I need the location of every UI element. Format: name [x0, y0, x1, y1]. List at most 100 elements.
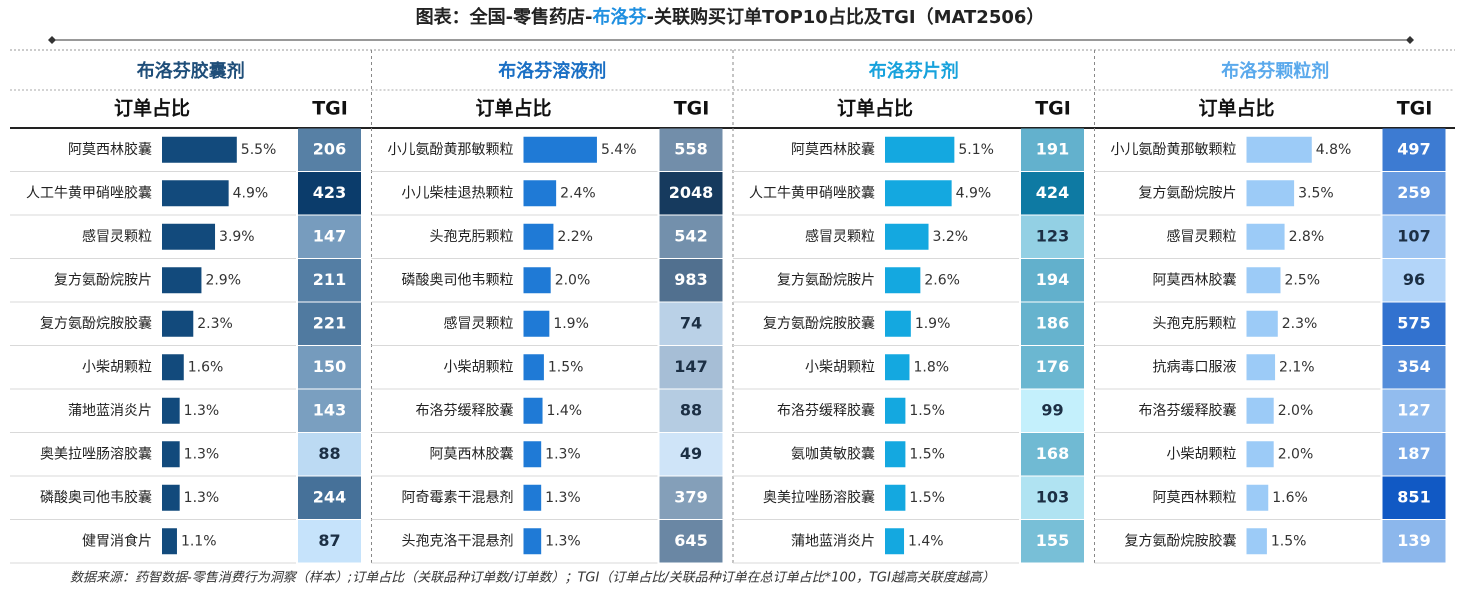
value-label: 2.0% [555, 272, 591, 288]
value-label: 2.3% [1282, 316, 1318, 332]
tgi-header: TGI [674, 98, 710, 120]
tgi-label: 558 [674, 139, 707, 158]
category-label: 小柴胡颗粒 [1167, 446, 1237, 462]
tgi-label: 139 [1397, 531, 1430, 550]
tgi-cell [659, 520, 723, 563]
bar [885, 310, 911, 337]
tgi-label: 96 [1403, 270, 1425, 289]
tgi-label: 155 [1036, 531, 1069, 550]
bar [523, 180, 557, 207]
tgi-label: 244 [313, 487, 346, 506]
bar [523, 223, 554, 250]
tgi-cell [1382, 302, 1446, 345]
tgi-cell [1021, 215, 1084, 258]
tgi-cell [1021, 302, 1084, 345]
tgi-label: 168 [1036, 444, 1069, 463]
category-label: 阿莫西林胶囊 [68, 141, 152, 158]
tgi-cell [1021, 259, 1084, 302]
value-label: 5.4% [601, 142, 637, 158]
value-label: 2.2% [557, 229, 593, 245]
tgi-label: 542 [674, 226, 707, 245]
bar [885, 223, 929, 250]
tgi-cell [298, 128, 361, 171]
bar [1246, 397, 1274, 424]
tgi-label: 194 [1036, 270, 1069, 289]
category-label: 小儿氨酚黄那敏颗粒 [388, 141, 514, 158]
bar [1246, 484, 1269, 511]
category-label: 奥美拉唑肠溶胶囊 [763, 489, 875, 506]
bar [885, 441, 906, 468]
tgi-label: 147 [313, 226, 346, 245]
bar [885, 528, 905, 555]
bar [885, 354, 910, 381]
tgi-cell [1021, 520, 1084, 563]
category-label: 小柴胡颗粒 [805, 359, 875, 375]
tgi-label: 221 [313, 313, 346, 332]
tgi-label: 123 [1036, 226, 1069, 245]
value-label: 5.1% [958, 142, 994, 158]
tgi-label: 74 [680, 313, 702, 332]
category-label: 阿莫西林胶囊 [791, 141, 875, 158]
bar [162, 310, 194, 337]
category-label: 头孢克肟颗粒 [430, 229, 514, 245]
tgi-label: 143 [313, 400, 346, 419]
panel-title: 布洛芬溶液剂 [498, 60, 606, 82]
title-part: -关联购买订单TOP10占比及TGI（MAT2506） [647, 6, 1045, 28]
tgi-cell [1021, 172, 1084, 215]
value-label: 1.4% [547, 403, 583, 419]
title-highlight: 布洛芬 [593, 6, 648, 28]
value-label: 2.1% [1279, 359, 1315, 375]
value-label: 4.9% [233, 185, 269, 201]
tgi-cell [1021, 346, 1084, 389]
value-label: 2.0% [1278, 403, 1314, 419]
tgi-cell [1382, 389, 1446, 432]
tgi-header: TGI [1035, 98, 1071, 120]
bar [885, 180, 952, 207]
tgi-label: 127 [1397, 400, 1430, 419]
value-label: 2.9% [205, 272, 241, 288]
tgi-label: 645 [674, 531, 707, 550]
category-label: 复方氨酚烷胺胶囊 [1125, 532, 1237, 549]
category-label: 抗病毒口服液 [1153, 359, 1237, 375]
bar [1246, 441, 1274, 468]
tgi-label: 107 [1397, 226, 1430, 245]
value-label: 1.4% [908, 533, 944, 549]
panel-title: 布洛芬片剂 [869, 60, 959, 82]
tgi-label: 206 [313, 139, 346, 158]
bar [523, 441, 542, 468]
tgi-header: TGI [312, 98, 348, 120]
category-label: 感冒灵颗粒 [444, 315, 514, 332]
bar [885, 484, 906, 511]
bar [162, 136, 237, 163]
bar [1246, 223, 1285, 250]
category-label: 布洛芬缓释胶囊 [1139, 402, 1237, 419]
value-label: 1.3% [184, 490, 220, 506]
value-label: 2.0% [1278, 446, 1314, 462]
tgi-label: 176 [1036, 357, 1069, 376]
tgi-cell [659, 259, 723, 302]
category-label: 磷酸奥司他韦胶囊 [40, 489, 152, 506]
bar [1246, 354, 1276, 381]
bar [885, 267, 921, 294]
value-label: 2.6% [924, 272, 960, 288]
bar [523, 267, 551, 294]
tgi-cell [298, 520, 361, 563]
category-label: 蒲地蓝消炎片 [791, 533, 875, 549]
bar [523, 484, 542, 511]
tgi-label: 88 [318, 444, 340, 463]
category-label: 感冒灵颗粒 [82, 228, 152, 245]
tgi-cell [1021, 128, 1084, 171]
value-label: 1.3% [545, 490, 581, 506]
tgi-label: 354 [1397, 357, 1430, 376]
category-label: 布洛芬缓释胶囊 [777, 402, 875, 419]
bar [1246, 528, 1267, 555]
value-label: 1.9% [553, 316, 589, 332]
tgi-cell [298, 302, 361, 345]
value-label: 1.9% [915, 316, 951, 332]
tgi-cell [1021, 476, 1084, 519]
category-label: 复方氨酚烷胺片 [777, 271, 875, 288]
tgi-label: 424 [1036, 183, 1069, 202]
tgi-cell [1382, 128, 1446, 171]
category-label: 人工牛黄甲硝唑胶囊 [749, 184, 875, 201]
tgi-cell [659, 128, 723, 171]
